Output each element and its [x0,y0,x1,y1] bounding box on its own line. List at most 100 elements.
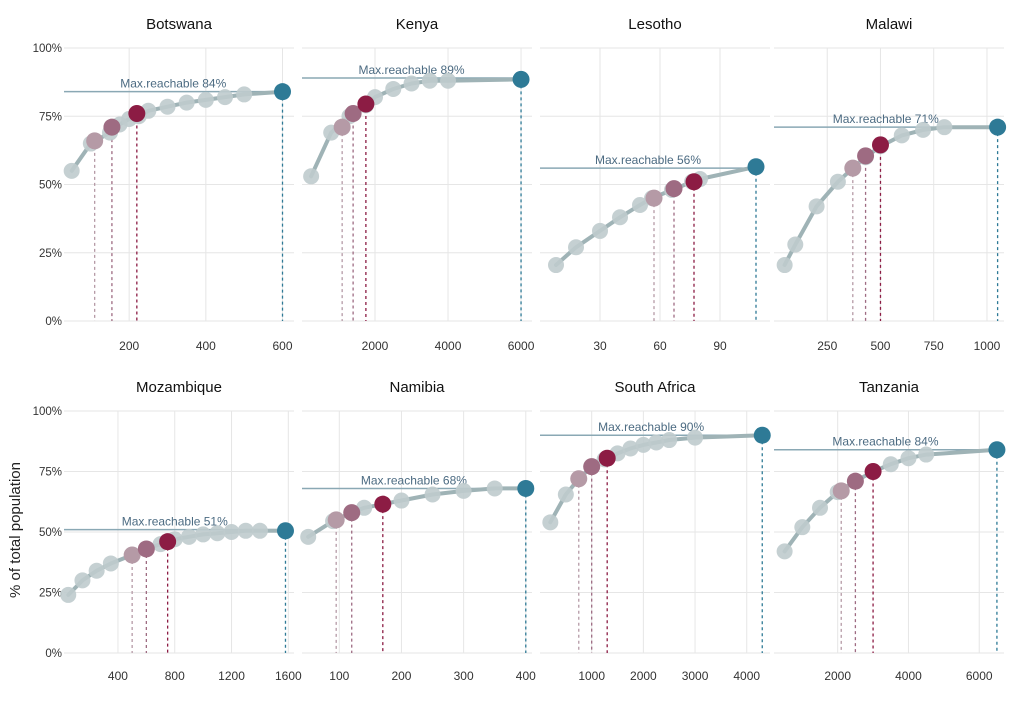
highlight-point [343,504,361,522]
data-point [102,555,119,572]
y-tick-label: 25% [39,588,62,600]
panel-mozambique: 0% 25% 50% 75% 100% 400 800 1200 1600 Mozambique M… [33,379,302,683]
x-tick-label: 30 [593,339,607,353]
data-point [209,525,226,542]
max-point [274,83,291,101]
max-point [988,441,1006,459]
data-point [808,198,825,215]
x-tick-label: 400 [516,669,536,683]
x-tick-label: 4000 [435,339,462,353]
highlight-point [159,533,177,551]
data-point [393,492,410,509]
data-point [612,209,628,226]
data-point [455,482,472,499]
panel-title: Kenya [396,16,439,33]
panel-lesotho: 30 60 90 Lesotho Max.reachable 56% [540,16,770,353]
max-reachable-label: Max.reachable 56% [595,153,701,167]
data-point [223,524,240,540]
data-point [632,196,648,213]
max-point [753,426,771,444]
x-tick-label: 1200 [218,669,245,683]
highlight-point [344,105,362,123]
y-tick-label: 25% [39,248,62,260]
y-tick-label: 100% [33,406,62,418]
highlight-point [583,458,601,476]
highlight-point [137,540,155,558]
data-point [548,257,564,274]
panel-title: Lesotho [628,16,681,33]
highlight-point [123,546,141,564]
x-tick-label: 300 [454,669,474,683]
y-tick-label: 75% [39,467,62,479]
data-point [159,98,176,115]
data-point [900,450,917,467]
data-point [635,436,652,453]
x-tick-label: 1000 [974,339,1001,353]
x-tick-label: 1000 [578,669,605,683]
data-point [403,75,420,92]
max-reachable-label: Max.reachable 90% [598,420,704,434]
panel-title: Botswana [146,16,213,33]
data-point [687,429,704,446]
panel-title: Malawi [866,16,913,33]
x-tick-label: 100 [329,669,349,683]
data-point [60,586,77,603]
series-line [782,125,1000,267]
data-point [63,162,80,179]
data-point [197,91,214,108]
max-reachable-label: Max.reachable 89% [358,63,464,77]
highlight-point [374,495,392,513]
data-point [893,127,910,144]
data-point [237,522,254,539]
y-tick-label: 50% [39,180,62,192]
max-reachable-label: Max.reachable 68% [361,473,467,487]
data-point [794,519,811,536]
max-reachable-label: Max.reachable 71% [833,112,939,126]
panel-namibia: 100 200 300 400 Namibia Max.reachable 68% [300,379,536,683]
data-point [918,446,935,463]
data-point [776,543,793,560]
data-point [251,522,268,539]
data-point [486,480,503,497]
highlight-point [128,105,146,123]
x-tick-label: 4000 [895,669,922,683]
panel-tanzania: 2000 4000 6000 Tanzania Max.reachable 84% [774,379,1006,683]
data-point [882,456,899,473]
highlight-point [103,118,121,136]
highlight-point [333,118,351,136]
data-point [661,432,678,449]
data-point [557,486,574,503]
panel-title: Mozambique [136,379,222,396]
x-tick-label: 250 [817,339,837,353]
highlight-point [832,482,850,500]
panel-botswana: 0% 25% 50% 75% 100% 200 400 600 Botswana Max.reac… [33,16,294,353]
highlight-point [844,159,862,177]
x-tick-label: 90 [713,339,727,353]
x-tick-label: 6000 [508,339,535,353]
data-point [88,562,105,579]
panel-title: South Africa [615,379,697,396]
max-point [517,479,535,497]
highlight-point [86,132,104,150]
x-tick-label: 2000 [362,339,389,353]
x-tick-label: 500 [870,339,890,353]
series-line [782,447,999,554]
data-point [303,168,320,185]
y-tick-label: 75% [39,111,62,123]
highlight-point [685,173,703,191]
x-tick-label: 4000 [733,669,760,683]
data-point [236,86,253,103]
data-point [217,89,233,106]
panel-kenya: 2000 4000 6000 Kenya Max.reachable 89% [302,16,535,353]
data-point [300,528,317,545]
highlight-point [864,463,882,480]
y-tick-label: 0% [45,648,62,660]
panel-south-africa: 1000 2000 3000 4000 South Africa Max.reachabl… [540,379,771,683]
max-point [989,118,1007,136]
highlight-point [598,449,616,467]
data-point [776,257,793,274]
x-tick-label: 60 [653,339,667,353]
max-point [747,158,765,176]
